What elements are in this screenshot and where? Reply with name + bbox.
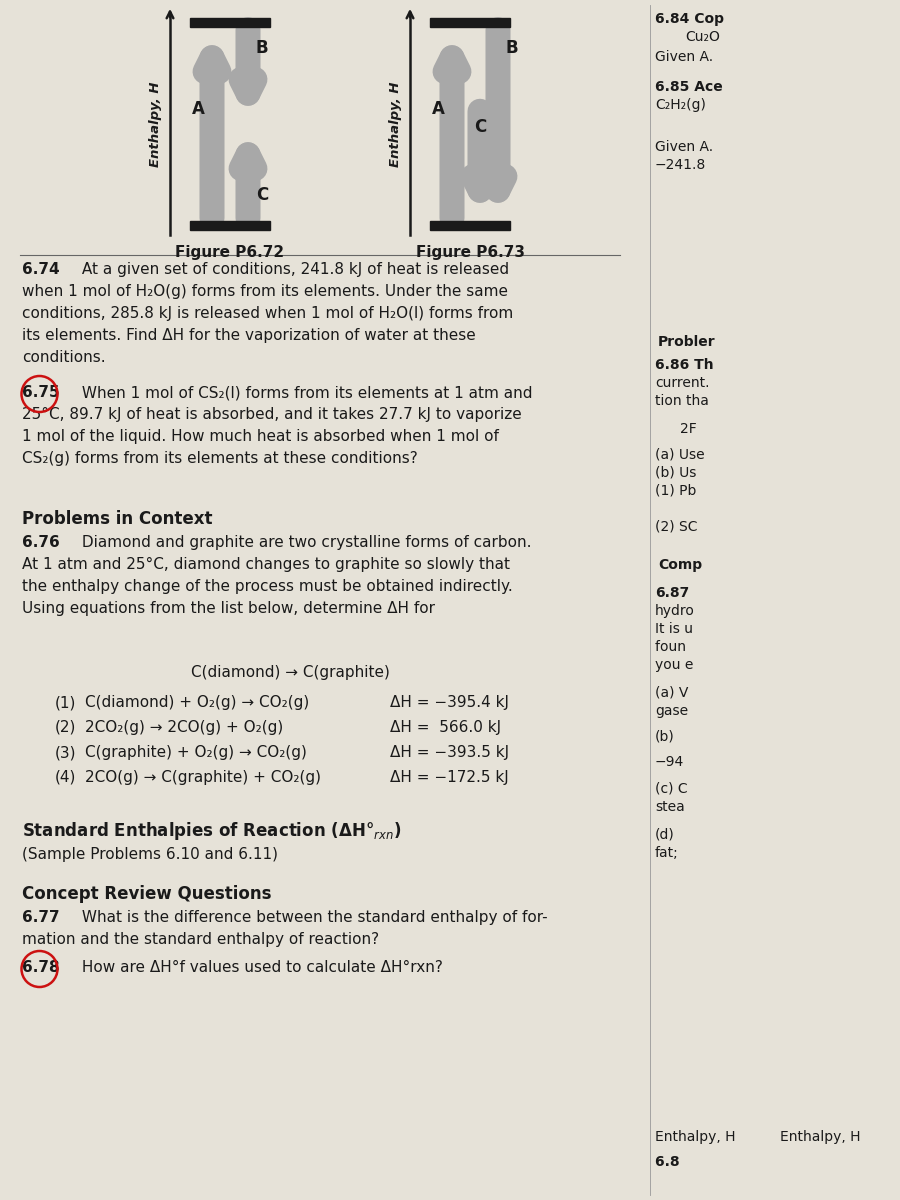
Text: hydro: hydro [655,604,695,618]
Text: Given A.: Given A. [655,50,713,64]
Text: 6.86 Th: 6.86 Th [655,358,714,372]
Text: 2F: 2F [680,422,697,436]
Text: −241.8: −241.8 [655,158,706,172]
Text: tion tha: tion tha [655,394,709,408]
Bar [430,18,510,26]
Text: C(diamond) → C(graphite): C(diamond) → C(graphite) [191,665,390,680]
Text: B: B [256,38,268,56]
Text: A: A [192,100,204,118]
Text: Comp: Comp [658,558,702,572]
Text: 2CO₂(g) → 2CO(g) + O₂(g): 2CO₂(g) → 2CO(g) + O₂(g) [85,720,284,734]
Text: C: C [256,186,268,204]
Text: Concept Review Questions: Concept Review Questions [22,886,272,902]
Text: mation and the standard enthalpy of reaction?: mation and the standard enthalpy of reac… [22,932,379,947]
Text: fat;: fat; [655,846,679,860]
Text: (3): (3) [55,745,76,760]
Text: when 1 mol of H₂O(g) forms from its elements. Under the same: when 1 mol of H₂O(g) forms from its elem… [22,284,508,299]
Text: 6.84 Cop: 6.84 Cop [655,12,724,26]
Text: 6.76: 6.76 [22,535,59,550]
Text: 6.77: 6.77 [22,910,59,925]
Text: Figure P6.73: Figure P6.73 [416,245,525,260]
Text: Enthalpy, H: Enthalpy, H [780,1130,860,1144]
Text: 6.87: 6.87 [655,586,689,600]
Text: Enthalpy, H: Enthalpy, H [390,82,402,167]
Text: 2CO(g) → C(graphite) + CO₂(g): 2CO(g) → C(graphite) + CO₂(g) [85,770,321,785]
Text: CS₂(g) forms from its elements at these conditions?: CS₂(g) forms from its elements at these … [22,451,418,466]
Text: Using equations from the list below, determine ΔH for: Using equations from the list below, det… [22,601,435,616]
Text: B: B [506,38,518,56]
Text: current.: current. [655,376,709,390]
Text: What is the difference between the standard enthalpy of for-: What is the difference between the stand… [77,910,547,925]
Text: (Sample Problems 6.10 and 6.11): (Sample Problems 6.10 and 6.11) [22,847,278,862]
Text: −94: −94 [655,755,684,769]
Text: (d): (d) [655,828,675,842]
Text: Given A.: Given A. [655,140,713,154]
Text: At 1 atm and 25°C, diamond changes to graphite so slowly that: At 1 atm and 25°C, diamond changes to gr… [22,557,510,572]
Text: C₂H₂(g): C₂H₂(g) [655,98,706,112]
Bar [190,221,270,230]
Text: (2) SC: (2) SC [655,520,698,534]
Text: foun: foun [655,640,688,654]
Text: (4): (4) [55,770,76,785]
Text: Diamond and graphite are two crystalline forms of carbon.: Diamond and graphite are two crystalline… [77,535,532,550]
Text: (1) Pb: (1) Pb [655,484,697,498]
Bar [190,18,270,26]
Text: the enthalpy change of the process must be obtained indirectly.: the enthalpy change of the process must … [22,578,513,594]
Text: 6.8: 6.8 [655,1154,682,1169]
Text: (2): (2) [55,720,76,734]
Text: 1 mol of the liquid. How much heat is absorbed when 1 mol of: 1 mol of the liquid. How much heat is ab… [22,428,499,444]
Text: 6.78: 6.78 [22,960,59,974]
Text: C: C [474,119,486,137]
Text: (a) Use: (a) Use [655,448,705,462]
Text: C(diamond) + O₂(g) → CO₂(g): C(diamond) + O₂(g) → CO₂(g) [85,695,310,710]
Text: Figure P6.72: Figure P6.72 [176,245,284,260]
Text: Cu₂O: Cu₂O [685,30,720,44]
Text: stea: stea [655,800,685,814]
Text: It is u: It is u [655,622,693,636]
Text: (a) V: (a) V [655,686,688,700]
Text: (b) Us: (b) Us [655,466,699,480]
Text: 6.74: 6.74 [22,262,59,277]
Text: C(graphite) + O₂(g) → CO₂(g): C(graphite) + O₂(g) → CO₂(g) [85,745,307,760]
Text: conditions.: conditions. [22,350,105,365]
Text: its elements. Find ΔH for the vaporization of water at these: its elements. Find ΔH for the vaporizati… [22,328,476,343]
Text: 25°C, 89.7 kJ of heat is absorbed, and it takes 27.7 kJ to vaporize: 25°C, 89.7 kJ of heat is absorbed, and i… [22,407,522,422]
Text: ΔH = −395.4 kJ: ΔH = −395.4 kJ [390,695,509,710]
Text: Enthalpy, H: Enthalpy, H [149,82,163,167]
Text: (c) C: (c) C [655,782,688,796]
Text: Probler: Probler [658,335,716,349]
Bar [430,221,510,230]
Text: 6.75: 6.75 [22,385,59,400]
Text: A: A [432,100,445,118]
Text: How are ΔH°f values used to calculate ΔH°rxn?: How are ΔH°f values used to calculate ΔH… [77,960,443,974]
Text: ΔH = −393.5 kJ: ΔH = −393.5 kJ [390,745,509,760]
Text: Problems in Context: Problems in Context [22,510,212,528]
Text: gase: gase [655,704,688,718]
Text: you e: you e [655,658,693,672]
Text: ΔH = −172.5 kJ: ΔH = −172.5 kJ [390,770,508,785]
Text: Enthalpy, H: Enthalpy, H [655,1130,735,1144]
Text: At a given set of conditions, 241.8 kJ of heat is released: At a given set of conditions, 241.8 kJ o… [77,262,509,277]
Text: ΔH =  566.0 kJ: ΔH = 566.0 kJ [390,720,501,734]
Text: 6.85 Ace: 6.85 Ace [655,80,723,94]
Text: Standard Enthalpies of Reaction (ΔH°$_{rxn}$): Standard Enthalpies of Reaction (ΔH°$_{r… [22,820,401,842]
Text: (b): (b) [655,730,675,744]
Text: When 1 mol of CS₂(l) forms from its elements at 1 atm and: When 1 mol of CS₂(l) forms from its elem… [77,385,533,400]
Text: conditions, 285.8 kJ is released when 1 mol of H₂O(l) forms from: conditions, 285.8 kJ is released when 1 … [22,306,513,320]
Text: (1): (1) [55,695,76,710]
